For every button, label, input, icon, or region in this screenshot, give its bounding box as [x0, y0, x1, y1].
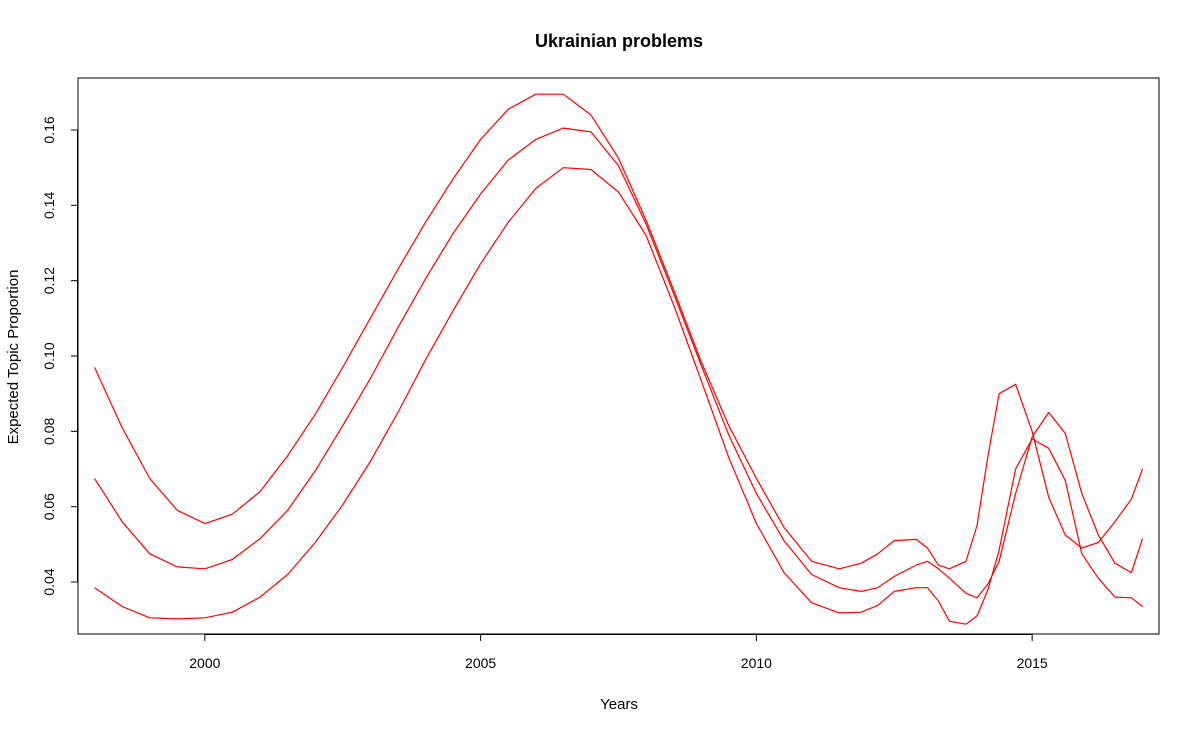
chart-title: Ukrainian problems — [535, 31, 703, 51]
x-tick-label: 2010 — [741, 655, 772, 671]
y-axis: 0.04 0.06 0.08 0.10 0.12 0.14 0.16 — [41, 116, 78, 596]
y-tick-label: 0.08 — [41, 418, 57, 445]
series-line-estimate — [93, 127, 1144, 599]
y-tick-label: 0.12 — [41, 267, 57, 294]
y-tick-label: 0.16 — [41, 116, 57, 143]
y-tick-label: 0.10 — [41, 342, 57, 369]
x-tick-label: 2015 — [1017, 655, 1048, 671]
series-layer — [93, 93, 1144, 625]
x-tick-label: 2000 — [189, 655, 220, 671]
series-line-upper — [93, 93, 1144, 570]
plot-frame — [77, 77, 1160, 635]
series-line-lower — [94, 167, 1143, 625]
y-axis-label: Expected Topic Proportion — [5, 270, 22, 445]
x-axis-label: Years — [600, 696, 638, 713]
y-tick-label: 0.14 — [41, 191, 57, 218]
y-tick-label: 0.04 — [41, 568, 57, 595]
x-axis: 2000 2005 2010 2015 — [189, 634, 1048, 671]
x-tick-label: 2005 — [465, 655, 496, 671]
y-tick-label: 0.06 — [41, 493, 57, 520]
